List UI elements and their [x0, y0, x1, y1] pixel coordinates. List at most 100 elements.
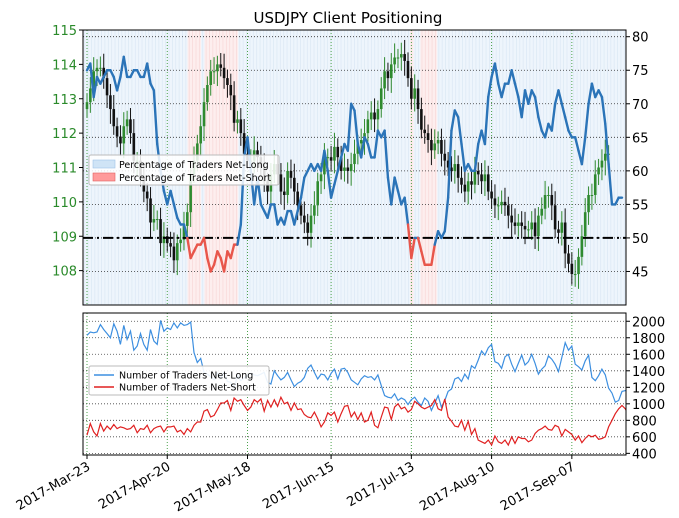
- candle-body: [493, 198, 497, 206]
- candle-body: [369, 112, 373, 120]
- net-long-pct-segment: [433, 230, 440, 246]
- candle-body: [102, 67, 106, 79]
- net-long-pct-segment: [493, 62, 500, 85]
- net-long-pct-segment: [149, 82, 156, 92]
- net-long-pct-segment: [135, 69, 142, 79]
- left-axis-label: 111: [52, 162, 77, 177]
- x-axis-label: 2017-Jun-15: [260, 459, 337, 512]
- net-long-pct-segment: [557, 89, 564, 105]
- candle-body: [309, 215, 313, 233]
- net-long-pct-segment: [420, 250, 426, 266]
- candle-body: [547, 195, 550, 196]
- candle-body: [306, 222, 309, 233]
- net-long-pct-segment: [530, 89, 537, 99]
- net-long-pct-segment: [172, 203, 179, 220]
- net-long-pct-segment: [145, 62, 152, 85]
- candle-body: [577, 256, 580, 275]
- legend-label: Number of Traders Net-Short: [119, 383, 256, 394]
- candle-body: [339, 157, 343, 171]
- net-long-pct-segment: [206, 256, 212, 273]
- net-long-pct-segment: [590, 82, 597, 99]
- net-long-pct-segment: [189, 250, 196, 260]
- net-long-pct-segment: [273, 203, 279, 226]
- candle-body: [175, 243, 179, 261]
- net-long-pct-segment: [339, 142, 346, 159]
- net-long-pct-segment: [109, 69, 115, 79]
- candle-body: [393, 57, 396, 65]
- net-long-pct-segment: [373, 129, 380, 159]
- candle-body: [105, 78, 109, 96]
- candle-body: [527, 229, 530, 231]
- net-long-pct-segment: [440, 230, 446, 240]
- candle-body: [299, 205, 303, 216]
- net-long-pct-segment: [416, 236, 423, 253]
- candle-body: [303, 215, 306, 223]
- bottom-right-axis-label: 600: [632, 431, 657, 446]
- candle-body: [165, 236, 169, 244]
- candle-body: [603, 153, 607, 161]
- candle-body: [406, 60, 410, 79]
- net-long-pct-segment: [430, 243, 436, 266]
- net-long-pct-segment: [346, 102, 353, 152]
- left-axis-label: 113: [52, 93, 77, 108]
- candle-body: [349, 164, 353, 171]
- candle-body: [186, 212, 189, 226]
- candle-body: [560, 222, 564, 233]
- net-long-pct-segment: [614, 196, 620, 206]
- candle-body: [389, 64, 393, 79]
- candle-body: [557, 229, 560, 233]
- net-long-pct-segment: [600, 95, 607, 126]
- candle-body: [376, 109, 380, 120]
- candle-body: [480, 174, 483, 182]
- net-long-pct-segment: [567, 129, 574, 139]
- net-long-pct-segment: [456, 115, 463, 146]
- net-long-pct-segment: [169, 189, 176, 206]
- candle-body: [293, 177, 296, 192]
- net-long-pct-segment: [359, 136, 366, 159]
- candle-body: [426, 133, 430, 140]
- bottom-right-axis-label: 800: [632, 414, 657, 429]
- net-long-pct-segment: [99, 75, 105, 85]
- right-axis-label: 45: [632, 265, 649, 280]
- net-long-pct-segment: [326, 169, 333, 199]
- candle-body: [149, 198, 152, 223]
- net-long-pct-segment: [580, 136, 587, 166]
- candle-body: [490, 191, 493, 199]
- candle-body: [125, 119, 129, 127]
- net-long-pct-segment: [607, 162, 614, 206]
- right-axis-label: 50: [632, 232, 649, 247]
- bottom-right-axis-label: 400: [632, 447, 657, 462]
- candle-body: [440, 140, 443, 154]
- left-axis-label: 110: [52, 196, 77, 211]
- net-long-pct-segment: [115, 75, 122, 92]
- candle-body: [520, 222, 523, 226]
- net-long-pct-segment: [473, 142, 480, 173]
- right-axis-label: 60: [632, 165, 649, 180]
- candle-body: [179, 239, 182, 244]
- bottom-right-axis-label: 1000: [632, 398, 665, 413]
- net-long-pct-segment: [259, 203, 266, 213]
- net-long-pct-segment: [129, 69, 136, 79]
- candle-body: [202, 102, 206, 127]
- net-long-pct-segment: [390, 176, 396, 206]
- top-legend-box: [88, 154, 280, 186]
- candle-body: [132, 133, 136, 161]
- candle-body: [286, 170, 289, 195]
- candle-body: [109, 95, 112, 110]
- candle-body: [119, 136, 122, 144]
- net-long-pct-segment: [460, 142, 467, 173]
- candle-body: [336, 146, 340, 158]
- candle-body: [115, 126, 119, 137]
- net-long-pct-segment: [550, 102, 557, 132]
- candle-body: [152, 219, 156, 223]
- net-long-pct-segment: [533, 95, 540, 119]
- candle-body: [570, 263, 574, 275]
- candle-body: [222, 67, 226, 79]
- bottom-right-axis-label: 2000: [632, 315, 665, 330]
- net-long-pct-segment: [483, 95, 490, 146]
- candle-body: [463, 184, 467, 192]
- candle-body: [433, 143, 437, 151]
- candle-body: [266, 181, 269, 192]
- net-long-pct-segment: [450, 109, 457, 132]
